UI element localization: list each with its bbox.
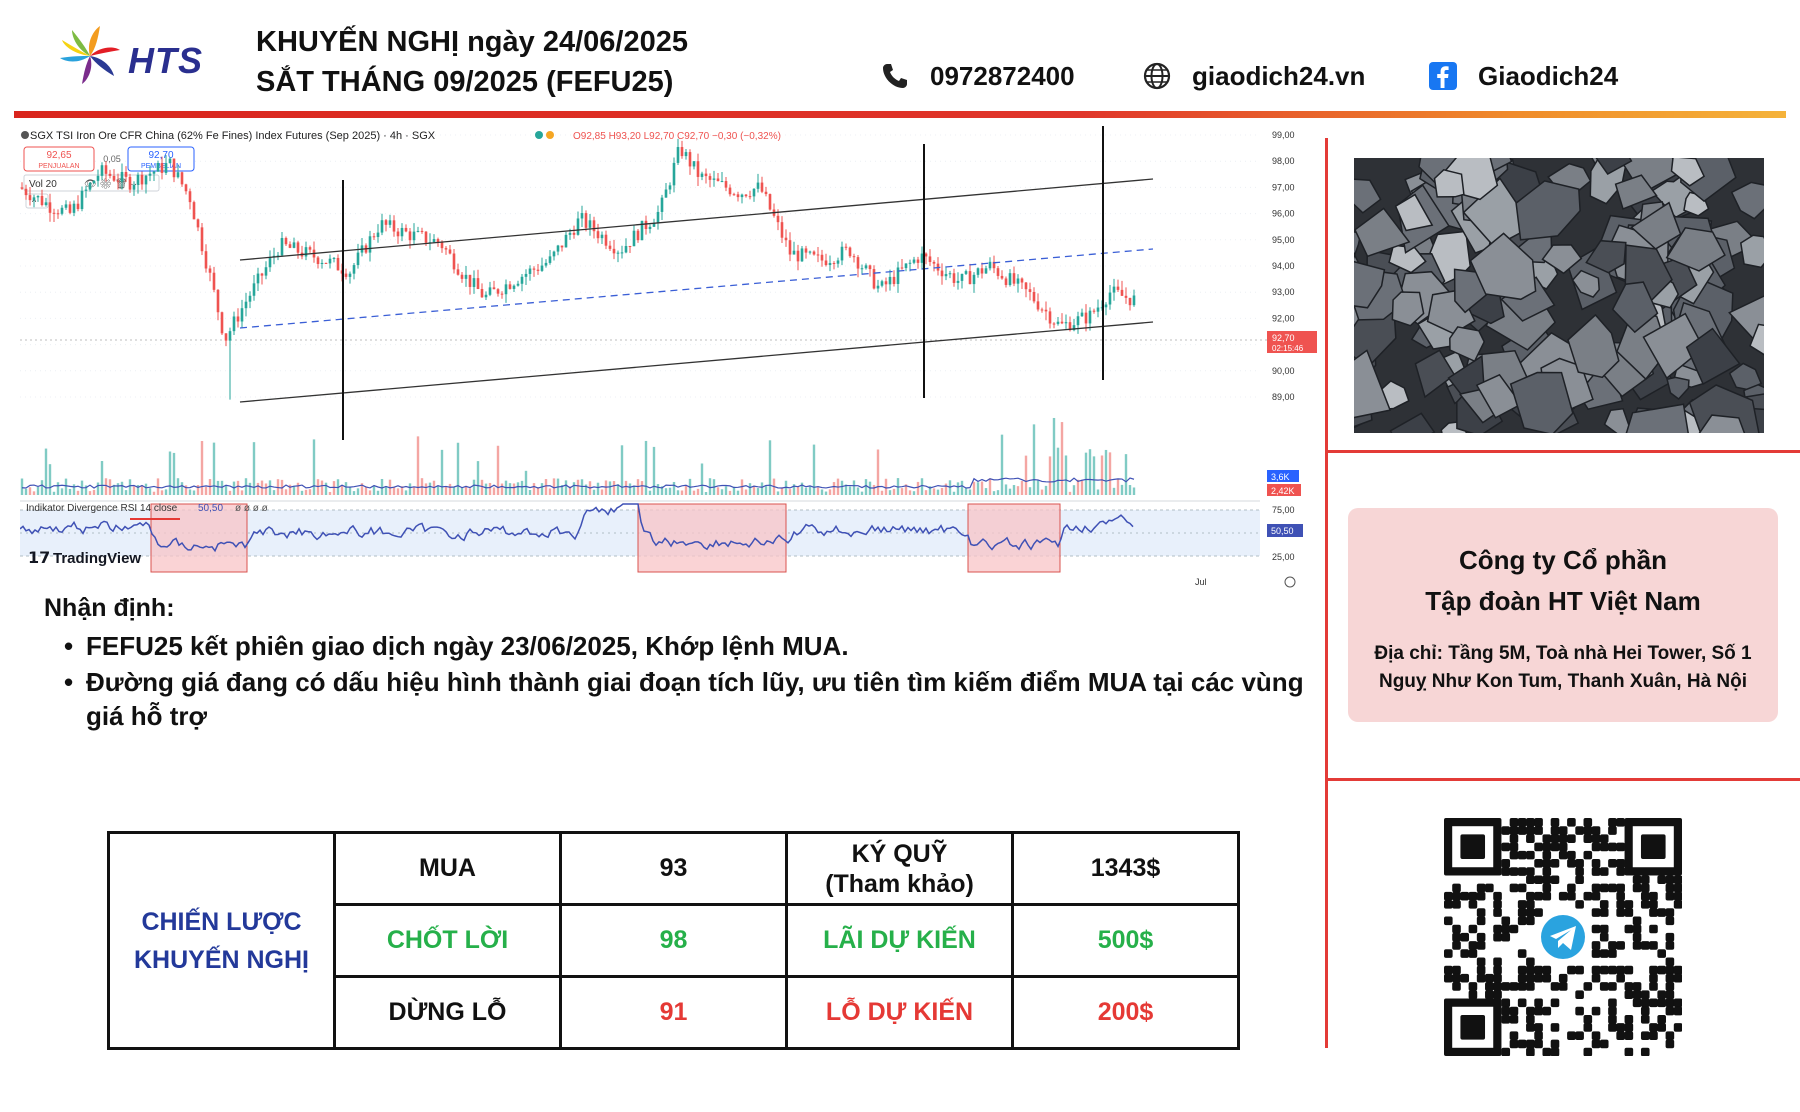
hts-logo: HTS: [58, 22, 208, 92]
table-row: CHỐT LỜI 98 LÃI DỰ KIẾN 500$: [109, 903, 1240, 978]
right-divider-1: [1325, 450, 1800, 453]
stop-loss-label: DỪNG LỖ: [333, 975, 562, 1050]
stop-loss-price: 91: [559, 975, 788, 1050]
price-axis-tick: 92,00: [1272, 313, 1295, 323]
take-profit-label: CHỐT LỜI: [333, 903, 562, 978]
header-divider: [14, 111, 1786, 118]
facebook-icon: [1429, 62, 1457, 90]
website-link: giaodich24.vn: [1192, 60, 1366, 91]
address-line-2: Nguỵ Như Kon Tum, Thanh Xuân, Hà Nội: [1378, 671, 1748, 692]
channel-upper-line: [239, 178, 1154, 261]
page-title: KHUYẾN NGHỊ ngày 24/06/2025 SẮT THÁNG 09…: [256, 22, 688, 102]
rsi-divergence-box-2: [637, 503, 787, 573]
company-name: Công ty Cổ phần Tập đoàn HT Việt Nam: [1348, 540, 1778, 622]
analysis-bullet: FEFU25 kết phiên giao dịch ngày 23/06/20…: [44, 629, 1314, 663]
logo-text: HTS: [128, 40, 203, 81]
rsi-axis-low: 25,00: [1272, 552, 1295, 562]
last-price-timer: 02:15:46: [1272, 344, 1304, 353]
ohlc-readout: O92,85 H93,20 L92,70 C92,70 −0,30 (−0,32…: [573, 131, 781, 142]
rsi-value-tag: 50,50: [1271, 526, 1294, 536]
channel-lower-line: [239, 321, 1154, 403]
facebook-page: Giaodich24: [1478, 60, 1619, 91]
symbol-info: SGX TSI Iron Ore CFR China (62% Fe Fines…: [30, 130, 436, 142]
phone-icon: [883, 64, 907, 88]
strategy-heading-line-2: KHUYẾN NGHỊ: [133, 945, 309, 974]
spread-value: 0,05: [103, 154, 121, 164]
tradingview-icon: 𝟭𝟳: [28, 550, 50, 567]
website-contact[interactable]: giaodich24.vn: [1142, 58, 1365, 94]
buy-price-cell: 93: [559, 831, 788, 906]
strategy-heading: CHIẾN LƯỢC KHUYẾN NGHỊ: [107, 831, 336, 1050]
sell-label: PENJUALAN: [38, 163, 79, 170]
globe-icon: [1143, 62, 1171, 90]
address-line-1: Địa chỉ: Tầng 5M, Toà nhà Hei Tower, Số …: [1374, 643, 1752, 664]
facebook-contact[interactable]: Giaodich24: [1428, 58, 1618, 94]
price-axis-tick: 96,00: [1272, 209, 1295, 219]
iron-ore-photo: [1354, 158, 1764, 433]
right-divider-2: [1325, 778, 1800, 781]
title-line-1: KHUYẾN NGHỊ ngày 24/06/2025: [256, 26, 688, 58]
strategy-heading-line-1: CHIẾN LƯỢC: [141, 907, 302, 936]
title-line-2: SẮT THÁNG 09/2025 (FEFU25): [256, 66, 674, 98]
column-divider: [1325, 138, 1328, 1048]
margin-label: KÝ QUỸ: [851, 839, 948, 868]
expected-loss-amount: 200$: [1011, 975, 1240, 1050]
phone-contact[interactable]: 0972872400: [880, 58, 1075, 94]
expected-profit-label: LÃI DỰ KIẾN: [785, 903, 1014, 978]
last-price-tag: 92,70: [1272, 333, 1295, 343]
analysis-bullet: Đường giá đang có dấu hiệu hình thành gi…: [44, 665, 1314, 733]
margin-label-cell: KÝ QUỸ (Tham khảo): [785, 831, 1014, 906]
price-axis-tick: 94,00: [1272, 261, 1295, 271]
price-chart-screenshot: SGX TSI Iron Ore CFR China (62% Fe Fines…: [20, 122, 1320, 592]
price-axis-tick: 93,00: [1272, 287, 1295, 297]
channel-midline: [239, 248, 1154, 329]
rsi-line: [20, 503, 1134, 553]
volume-label: Vol 20: [29, 179, 57, 190]
volume-tag-2: 2,42K: [1271, 486, 1295, 496]
volume-tag-1: 3,6K: [1271, 472, 1290, 482]
rsi-label: Indikator Divergence RSI 14 close: [26, 503, 178, 514]
rsi-divergence-box-3: [967, 503, 1061, 573]
price-axis-tick: 90,00: [1272, 366, 1295, 376]
price-axis-tick: 97,00: [1272, 182, 1295, 192]
company-name-line-2: Tập đoàn HT Việt Nam: [1425, 586, 1701, 616]
rsi-divergence-box-1: [150, 503, 248, 573]
telegram-qr-code[interactable]: [1444, 818, 1683, 1057]
rsi-axis-high: 75,00: [1272, 505, 1295, 515]
margin-amount-cell: 1343$: [1011, 831, 1240, 906]
analysis-title: Nhận định:: [44, 594, 175, 622]
expected-loss-label: LỖ DỰ KIẾN: [785, 975, 1014, 1050]
tradingview-chart: SGX TSI Iron Ore CFR China (62% Fe Fines…: [20, 122, 1320, 592]
sell-price: 92,65: [46, 150, 71, 161]
price-axis-tick: 89,00: [1272, 392, 1295, 402]
buy-label-cell: MUA: [333, 831, 562, 906]
rsi-value-inline: 50,50: [198, 503, 223, 514]
take-profit-price: 98: [559, 903, 788, 978]
analysis-section: Nhận định: FEFU25 kết phiên giao dịch ng…: [44, 594, 1314, 735]
price-axis-tick: 98,00: [1272, 156, 1295, 166]
analysis-list: FEFU25 kết phiên giao dịch ngày 23/06/20…: [44, 629, 1314, 733]
company-info-card: Công ty Cổ phần Tập đoàn HT Việt Nam Địa…: [1348, 508, 1778, 722]
phone-number: 0972872400: [930, 60, 1075, 91]
company-address: Địa chỉ: Tầng 5M, Toà nhà Hei Tower, Số …: [1348, 640, 1778, 696]
expected-profit-amount: 500$: [1011, 903, 1240, 978]
svg-text:👁 ⚙ 🗑 ···: 👁 ⚙ 🗑 ···: [84, 178, 140, 190]
price-axis-tick: 95,00: [1272, 235, 1295, 245]
company-name-line-1: Công ty Cổ phần: [1459, 545, 1667, 575]
tradingview-watermark: TradingView: [53, 550, 141, 567]
logo-flower-icon: [60, 26, 120, 84]
strategy-table: CHIẾN LƯỢC KHUYẾN NGHỊ MUA 93 KÝ QUỸ (Th…: [107, 831, 1240, 1050]
margin-note: (Tham khảo): [825, 869, 974, 898]
price-axis-tick: 99,00: [1272, 130, 1295, 140]
table-row: DỪNG LỖ 91 LỖ DỰ KIẾN 200$: [109, 975, 1240, 1050]
time-axis-label: Jul: [1195, 577, 1207, 587]
buy-price: 92,70: [148, 150, 173, 161]
table-row: CHIẾN LƯỢC KHUYẾN NGHỊ MUA 93 KÝ QUỸ (Th…: [107, 831, 1240, 1050]
svg-text:ø ø ø ø: ø ø ø ø: [235, 503, 268, 514]
